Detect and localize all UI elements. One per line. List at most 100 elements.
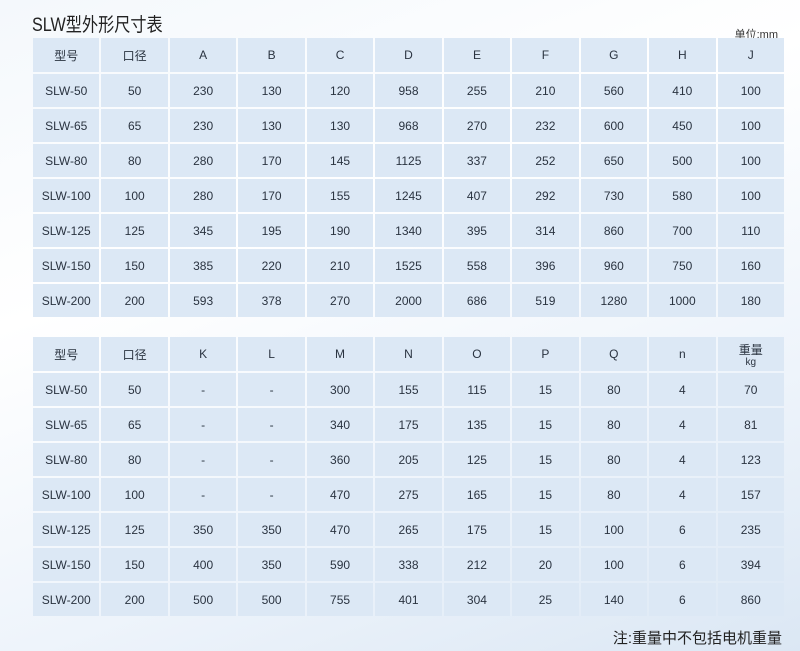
table-cell: 410 — [649, 74, 716, 107]
table-cell: 110 — [717, 214, 784, 247]
table-cell: 100 — [101, 478, 168, 511]
table-cell: 304 — [443, 583, 511, 616]
table-cell: SLW-80 — [33, 144, 100, 177]
table-cell: 155 — [306, 179, 374, 212]
table-cell: 360 — [306, 443, 374, 476]
table-cell: 175 — [375, 408, 442, 441]
table-cell: 300 — [306, 373, 374, 406]
table-cell: SLW-200 — [33, 284, 100, 317]
table-cell: 2000 — [375, 284, 442, 317]
footnote: 注:重量中不包括电机重量 — [612, 630, 782, 647]
table-cell: SLW-100 — [33, 478, 100, 511]
table-cell: 1280 — [580, 284, 648, 317]
table-cell: 960 — [580, 249, 648, 282]
column-header: 型号 — [33, 337, 100, 371]
table-cell: 4 — [649, 478, 716, 511]
table-cell: 195 — [238, 214, 305, 247]
table-cell: 100 — [580, 513, 648, 546]
table-cell: 968 — [375, 109, 442, 142]
table-cell: 160 — [717, 249, 784, 282]
table-cell: 157 — [717, 478, 784, 511]
table-cell: - — [238, 408, 305, 441]
table-cell: 170 — [238, 179, 305, 212]
table-cell: 292 — [512, 179, 579, 212]
table-cell: 350 — [238, 548, 305, 581]
table-cell: 450 — [649, 109, 716, 142]
table-cell: 265 — [375, 513, 442, 546]
table-cell: 401 — [375, 583, 442, 616]
table-cell: 255 — [443, 74, 511, 107]
table-cell: 15 — [512, 443, 579, 476]
column-header: E — [443, 38, 511, 72]
table-cell: 180 — [717, 284, 784, 317]
table-cell: 1525 — [375, 249, 442, 282]
dimension-table-1: 型号 口径 A B C D E F G H J SLW-50 50 230 130 120 958 255 210 5… — [31, 36, 786, 319]
table-row: SLW-200 200 500 500 755 401 304 25 140 6 860 — [33, 583, 784, 616]
table-cell: 15 — [512, 513, 579, 546]
table-row: SLW-80 80 280 170 145 1125 337 252 650 500 100 — [33, 144, 784, 177]
table-cell: SLW-50 — [33, 74, 100, 107]
page-title: SLW型外形尺寸表 — [32, 15, 163, 36]
table-cell: 205 — [375, 443, 442, 476]
table-cell: 396 — [512, 249, 579, 282]
table-cell: 81 — [717, 408, 784, 441]
table-cell: 170 — [238, 144, 305, 177]
header-row: 型号 口径 A B C D E F G H J — [33, 38, 784, 72]
table-cell: 65 — [101, 109, 168, 142]
table-cell: 80 — [580, 478, 648, 511]
table-cell: 400 — [169, 548, 237, 581]
table-cell: 385 — [169, 249, 237, 282]
table-cell: 270 — [443, 109, 511, 142]
table-cell: 15 — [512, 408, 579, 441]
table-cell: 700 — [649, 214, 716, 247]
table-row: SLW-50 50 230 130 120 958 255 210 560 410 100 — [33, 74, 784, 107]
table-cell: 6 — [649, 583, 716, 616]
table-cell: 500 — [169, 583, 237, 616]
column-header: C — [306, 38, 374, 72]
table-cell: 155 — [375, 373, 442, 406]
table-cell: 252 — [512, 144, 579, 177]
table-cell: 280 — [169, 179, 237, 212]
table-cell: 958 — [375, 74, 442, 107]
table-cell: SLW-150 — [33, 548, 100, 581]
table-cell: SLW-125 — [33, 214, 100, 247]
table-cell: 4 — [649, 443, 716, 476]
table-cell: 560 — [580, 74, 648, 107]
column-header: O — [443, 337, 511, 371]
table-cell: 593 — [169, 284, 237, 317]
table-cell: SLW-50 — [33, 373, 100, 406]
column-header: Q — [580, 337, 648, 371]
table-cell: 15 — [512, 373, 579, 406]
table-cell: 470 — [306, 513, 374, 546]
table-cell: 1000 — [649, 284, 716, 317]
table-cell: 1245 — [375, 179, 442, 212]
table-cell: - — [169, 443, 237, 476]
table-cell: 1125 — [375, 144, 442, 177]
column-header: H — [649, 38, 716, 72]
column-header: F — [512, 38, 579, 72]
table-cell: 235 — [717, 513, 784, 546]
table-cell: 100 — [717, 109, 784, 142]
table-cell: 100 — [580, 548, 648, 581]
column-header: 口径 — [101, 337, 168, 371]
table-row: SLW-150 150 385 220 210 1525 558 396 960 750 160 — [33, 249, 784, 282]
table-cell: 340 — [306, 408, 374, 441]
table-cell: 280 — [169, 144, 237, 177]
table-cell: 600 — [580, 109, 648, 142]
column-header: 型号 — [33, 38, 100, 72]
table-cell: 337 — [443, 144, 511, 177]
table-cell: 25 — [512, 583, 579, 616]
table-cell: 500 — [238, 583, 305, 616]
table-cell: 130 — [238, 109, 305, 142]
column-header: 重量 kg — [717, 337, 784, 371]
table-cell: 120 — [306, 74, 374, 107]
table-cell: 210 — [306, 249, 374, 282]
table-cell: 165 — [443, 478, 511, 511]
table-row: SLW-125 125 345 195 190 1340 395 314 860 700 110 — [33, 214, 784, 247]
table-cell: - — [169, 478, 237, 511]
table-cell: 80 — [580, 373, 648, 406]
table-cell: 80 — [101, 443, 168, 476]
table-cell: 100 — [717, 179, 784, 212]
table-cell: 175 — [443, 513, 511, 546]
table-cell: 123 — [717, 443, 784, 476]
